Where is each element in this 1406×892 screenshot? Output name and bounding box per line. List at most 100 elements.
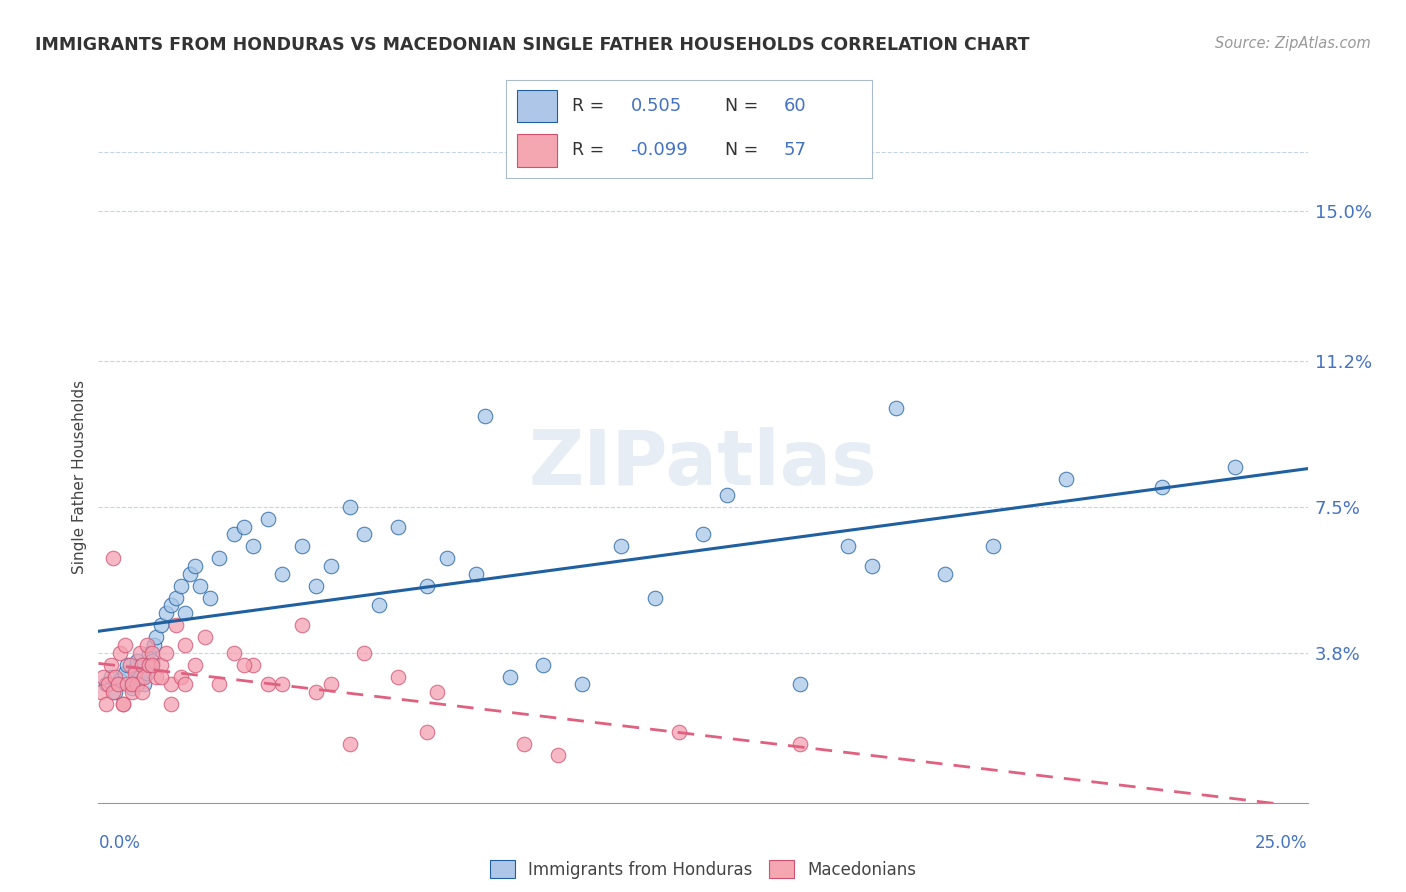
Point bbox=[194, 630, 217, 644]
Point bbox=[104, 669, 127, 683]
FancyBboxPatch shape bbox=[517, 90, 557, 122]
Point bbox=[138, 646, 160, 660]
Point bbox=[145, 630, 167, 644]
Point bbox=[114, 665, 136, 680]
Legend: Immigrants from Honduras, Macedonians: Immigrants from Honduras, Macedonians bbox=[484, 854, 922, 886]
Text: 60: 60 bbox=[785, 97, 807, 115]
Point bbox=[169, 669, 191, 683]
Point bbox=[135, 638, 157, 652]
Point bbox=[160, 697, 183, 711]
Point bbox=[198, 591, 221, 605]
Point bbox=[692, 527, 714, 541]
Point bbox=[131, 657, 153, 672]
Point bbox=[124, 662, 146, 676]
Point bbox=[981, 539, 1004, 553]
Point bbox=[319, 677, 342, 691]
Point bbox=[256, 511, 278, 525]
Point bbox=[222, 646, 245, 660]
Point bbox=[128, 646, 150, 660]
Point bbox=[353, 527, 375, 541]
Point bbox=[104, 685, 127, 699]
Point bbox=[165, 618, 187, 632]
Point bbox=[339, 500, 361, 514]
Point bbox=[837, 539, 859, 553]
Y-axis label: Single Father Households: Single Father Households bbox=[72, 380, 87, 574]
Text: Source: ZipAtlas.com: Source: ZipAtlas.com bbox=[1215, 36, 1371, 51]
Point bbox=[111, 697, 134, 711]
Point bbox=[208, 677, 231, 691]
Text: -0.099: -0.099 bbox=[630, 142, 688, 160]
Point bbox=[339, 737, 361, 751]
Point bbox=[143, 638, 166, 652]
Point bbox=[474, 409, 496, 423]
Point bbox=[174, 638, 197, 652]
Text: ZIPatlas: ZIPatlas bbox=[529, 427, 877, 501]
Point bbox=[131, 657, 153, 672]
Point bbox=[160, 677, 183, 691]
Text: 0.505: 0.505 bbox=[630, 97, 682, 115]
Point bbox=[90, 685, 112, 699]
Point bbox=[174, 677, 197, 691]
Point bbox=[242, 539, 264, 553]
Point bbox=[232, 657, 254, 672]
Point bbox=[271, 566, 294, 581]
Point bbox=[426, 685, 449, 699]
Point bbox=[117, 657, 139, 672]
Point bbox=[256, 677, 278, 691]
Point bbox=[150, 618, 173, 632]
Point bbox=[127, 654, 149, 668]
Text: N =: N = bbox=[725, 142, 765, 160]
Point bbox=[644, 591, 666, 605]
Point bbox=[232, 519, 254, 533]
Point bbox=[111, 697, 134, 711]
Text: N =: N = bbox=[725, 97, 765, 115]
Point bbox=[121, 685, 143, 699]
Point bbox=[184, 657, 207, 672]
Point bbox=[101, 551, 124, 566]
Point bbox=[436, 551, 458, 566]
Point bbox=[498, 669, 520, 683]
Point bbox=[305, 685, 328, 699]
Point bbox=[174, 607, 197, 621]
Point bbox=[145, 669, 167, 683]
Point bbox=[138, 657, 160, 672]
Point bbox=[101, 685, 124, 699]
Point bbox=[124, 665, 146, 680]
Point bbox=[860, 559, 883, 574]
Point bbox=[134, 669, 156, 683]
Text: 25.0%: 25.0% bbox=[1256, 834, 1308, 852]
Point bbox=[160, 599, 183, 613]
Point bbox=[368, 599, 391, 613]
Text: R =: R = bbox=[572, 97, 610, 115]
Point bbox=[100, 657, 122, 672]
Point bbox=[169, 579, 191, 593]
Point bbox=[789, 677, 811, 691]
Point bbox=[107, 677, 129, 691]
Point bbox=[108, 646, 131, 660]
Point bbox=[1223, 460, 1246, 475]
Point bbox=[668, 724, 690, 739]
Point bbox=[290, 618, 312, 632]
Point bbox=[1054, 472, 1077, 486]
Point bbox=[290, 539, 312, 553]
Point bbox=[222, 527, 245, 541]
Point bbox=[188, 579, 211, 593]
FancyBboxPatch shape bbox=[517, 134, 557, 167]
Point bbox=[547, 748, 569, 763]
Point bbox=[513, 737, 536, 751]
Point bbox=[128, 669, 150, 683]
Point bbox=[118, 657, 141, 672]
Point bbox=[179, 566, 201, 581]
Point bbox=[155, 646, 177, 660]
Point bbox=[387, 669, 409, 683]
Point bbox=[141, 646, 163, 660]
Point bbox=[242, 657, 264, 672]
Point bbox=[464, 566, 486, 581]
Point bbox=[319, 559, 342, 574]
Point bbox=[94, 677, 117, 691]
Point bbox=[100, 669, 122, 683]
Text: R =: R = bbox=[572, 142, 610, 160]
Point bbox=[97, 677, 120, 691]
Point bbox=[141, 657, 163, 672]
Point bbox=[416, 724, 439, 739]
